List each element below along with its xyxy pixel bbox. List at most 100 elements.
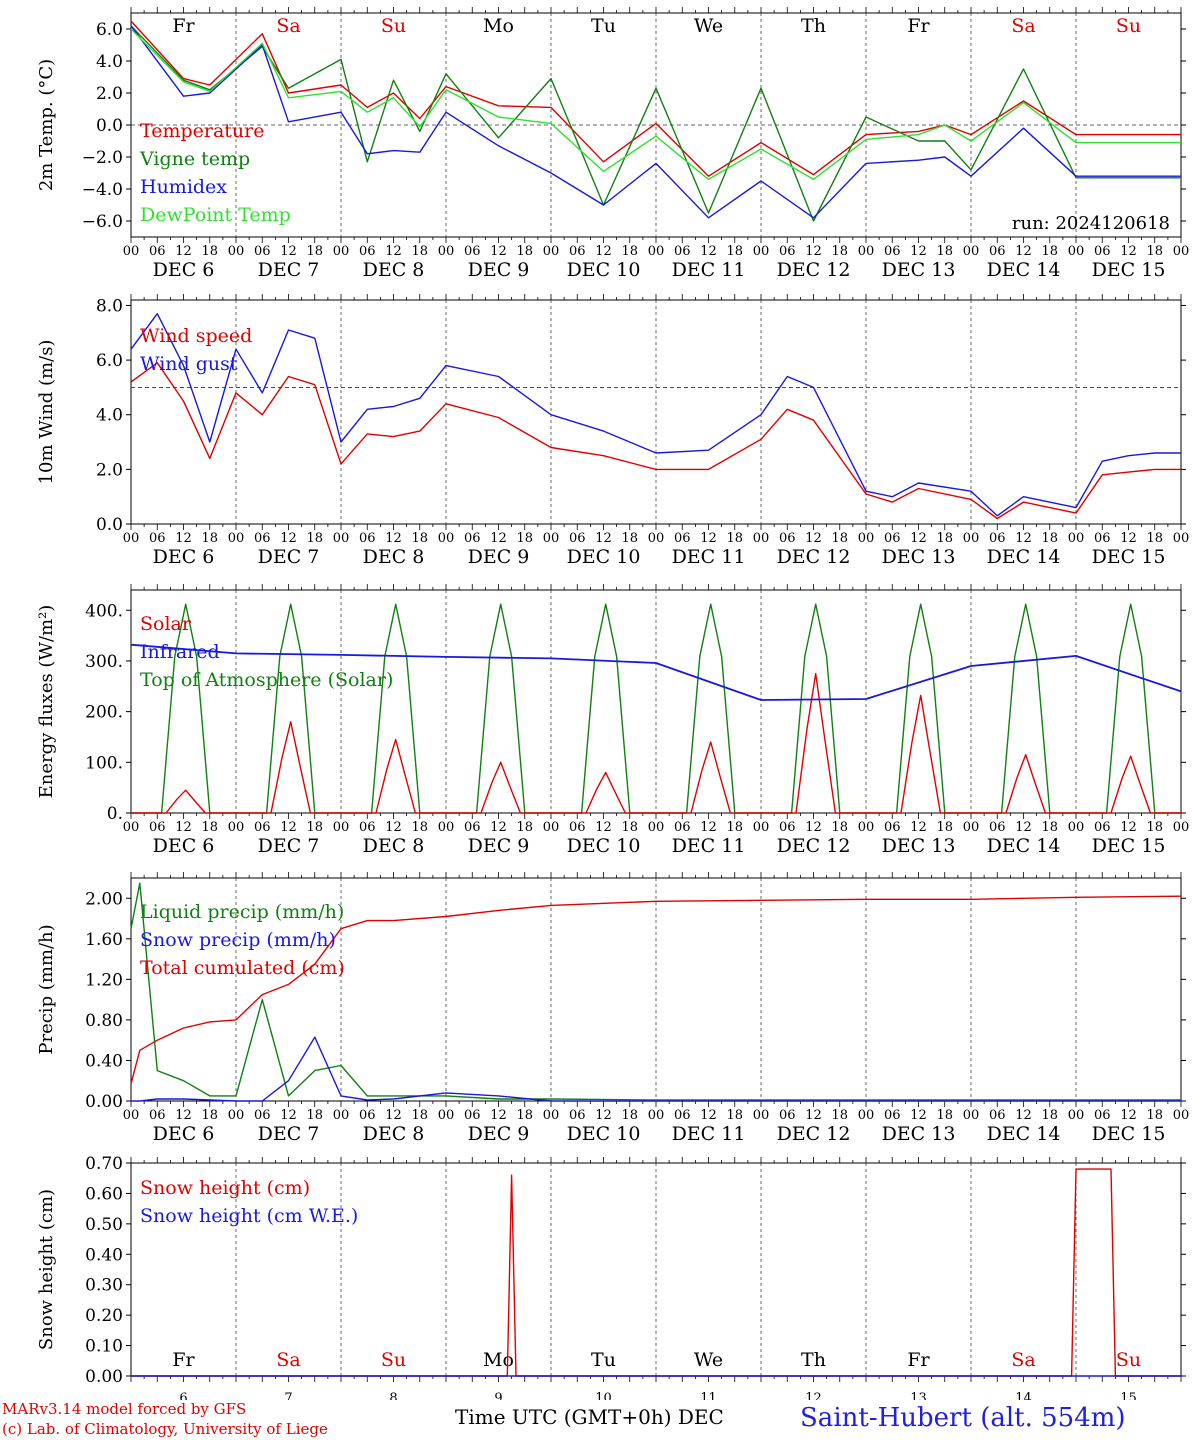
hour-label: 12 <box>385 1108 402 1123</box>
weekday-label: Mo <box>483 1349 514 1371</box>
day-number-label: 14 <box>1015 1391 1032 1400</box>
hour-label: 00 <box>1173 820 1190 835</box>
date-label: DEC 11 <box>672 546 746 568</box>
legend-entry: Vigne temp <box>139 148 250 170</box>
hour-label: 12 <box>385 820 402 835</box>
series-line-lightgreen <box>130 28 1181 181</box>
hour-label: 06 <box>149 244 166 259</box>
hour-label: 12 <box>490 1108 507 1123</box>
hour-label: 06 <box>254 531 271 546</box>
hour-label: 18 <box>201 1108 218 1123</box>
hour-label: 00 <box>123 531 140 546</box>
hour-label: 12 <box>700 531 717 546</box>
plot-frame <box>130 299 1182 525</box>
date-label: DEC 14 <box>987 259 1061 281</box>
hour-label: 12 <box>910 531 927 546</box>
hour-label: 06 <box>464 531 481 546</box>
hour-label: 18 <box>411 244 428 259</box>
hour-label: 00 <box>858 531 875 546</box>
hour-label: 06 <box>884 820 901 835</box>
hour-label: 00 <box>858 820 875 835</box>
weekday-label: Tu <box>591 15 616 37</box>
hour-label: 00 <box>963 820 980 835</box>
y-tick-label: 1.60 <box>85 930 123 950</box>
hour-label: 00 <box>1173 1108 1190 1123</box>
y-tick-label: 2.00 <box>85 889 123 909</box>
hour-label: 12 <box>910 1108 927 1123</box>
weekday-label: We <box>694 1349 723 1371</box>
date-label: DEC 10 <box>567 259 641 281</box>
hour-label: 12 <box>1015 820 1032 835</box>
y-tick-label: 8.0 <box>96 296 123 316</box>
hour-label: 00 <box>1068 1108 1085 1123</box>
series-line-blue <box>131 1036 1181 1102</box>
day-number-label: 10 <box>595 1391 612 1400</box>
date-label: DEC 12 <box>777 835 851 857</box>
hour-label: 12 <box>910 244 927 259</box>
hour-label: 00 <box>1173 244 1190 259</box>
hour-label: 12 <box>280 820 297 835</box>
weekday-label: Sa <box>1011 15 1035 37</box>
hour-label: 18 <box>831 1108 848 1123</box>
hour-label: 12 <box>490 531 507 546</box>
date-label: DEC 7 <box>258 1123 320 1145</box>
date-label: DEC 7 <box>258 259 320 281</box>
hour-label: 06 <box>884 244 901 259</box>
hour-label: 06 <box>1094 1108 1111 1123</box>
hour-label: 00 <box>228 244 245 259</box>
hour-label: 18 <box>516 820 533 835</box>
date-label: DEC 12 <box>777 259 851 281</box>
date-label: DEC 12 <box>777 546 851 568</box>
date-label: DEC 14 <box>987 546 1061 568</box>
hour-label: 18 <box>516 531 533 546</box>
weekday-label: Tu <box>591 1349 616 1371</box>
legend-entry: Liquid precip (mm/h) <box>140 901 344 923</box>
hour-label: 06 <box>359 244 376 259</box>
date-label: DEC 11 <box>672 1123 746 1145</box>
series-line-red <box>130 895 1182 1084</box>
y-tick-label: 0.30 <box>85 1276 123 1296</box>
y-tick-label: 0.10 <box>85 1337 123 1357</box>
hour-label: 00 <box>438 531 455 546</box>
date-label: DEC 6 <box>153 259 215 281</box>
day-number-label: 9 <box>494 1391 502 1400</box>
date-label: DEC 11 <box>672 835 746 857</box>
hour-label: 00 <box>333 1108 350 1123</box>
weekday-label: Su <box>381 15 406 37</box>
hour-label: 12 <box>595 531 612 546</box>
day-number-label: 12 <box>805 1391 822 1400</box>
hour-label: 00 <box>648 531 665 546</box>
day-number-label: 11 <box>700 1391 717 1400</box>
hour-label: 06 <box>989 531 1006 546</box>
y-tick-label: 0.00 <box>85 1092 123 1112</box>
hour-label: 06 <box>989 1108 1006 1123</box>
hour-label: 06 <box>779 820 796 835</box>
hour-label: 06 <box>569 1108 586 1123</box>
hour-label: 12 <box>805 820 822 835</box>
y-tick-label: 2.0 <box>96 460 123 480</box>
y-tick-label: 0.0 <box>96 515 123 535</box>
y-tick-label: 0.00 <box>85 1367 123 1387</box>
hour-label: 18 <box>1146 820 1163 835</box>
hour-label: 06 <box>1094 820 1111 835</box>
legend-entry: Humidex <box>140 176 227 198</box>
weekday-label: Su <box>381 1349 406 1371</box>
hour-label: 06 <box>1094 244 1111 259</box>
date-label: DEC 13 <box>882 259 956 281</box>
hour-label: 00 <box>438 244 455 259</box>
hour-label: 12 <box>1015 244 1032 259</box>
date-label: DEC 9 <box>468 546 530 568</box>
hour-label: 00 <box>858 1108 875 1123</box>
date-label: DEC 8 <box>363 835 425 857</box>
hour-label: 06 <box>569 820 586 835</box>
hour-label: 18 <box>936 820 953 835</box>
hour-label: 18 <box>411 820 428 835</box>
hour-label: 00 <box>123 1108 140 1123</box>
weekday-label: We <box>694 15 723 37</box>
model-credit: MARv3.14 model forced by GFS <box>2 1400 247 1418</box>
infrared-line <box>130 643 1182 701</box>
hour-label: 18 <box>1146 1108 1163 1123</box>
hour-label: 00 <box>438 1108 455 1123</box>
hour-label: 12 <box>805 244 822 259</box>
hour-label: 00 <box>333 820 350 835</box>
